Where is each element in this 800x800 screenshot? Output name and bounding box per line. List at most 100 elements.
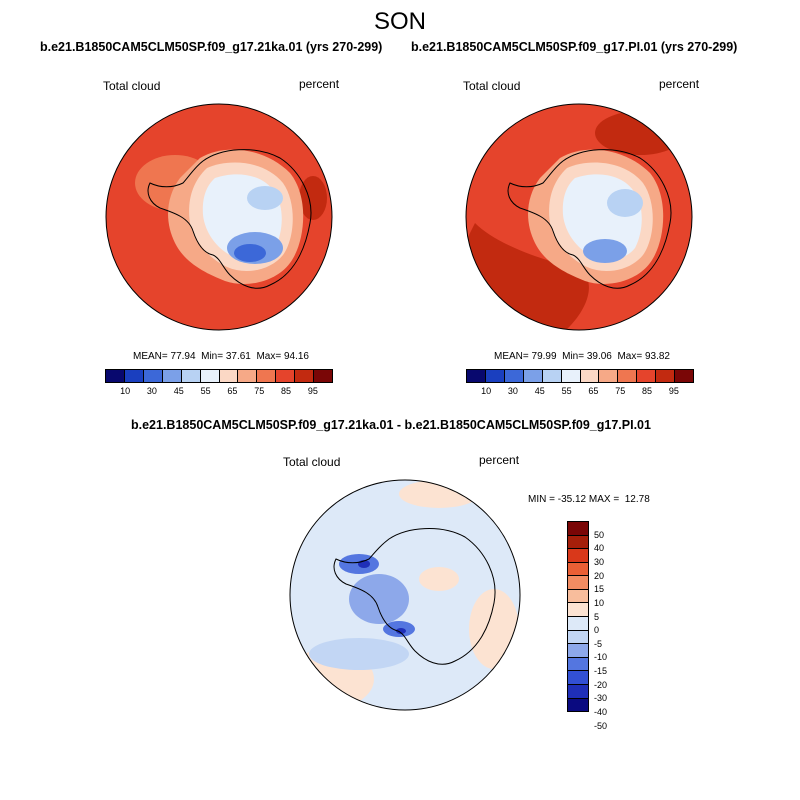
colorbar-tick-label: -20 xyxy=(594,679,608,690)
colorbar-tick-label: 95 xyxy=(307,386,318,396)
panel-diff-units-label: percent xyxy=(479,453,520,467)
max-label: MAX = xyxy=(588,494,620,505)
colorbar-swatch xyxy=(568,534,588,549)
panel-diff-variable-label: Total cloud xyxy=(283,455,341,469)
colorbar-swatch xyxy=(617,370,637,382)
colorbar-swatch xyxy=(674,370,694,382)
colorbar-tick-label: -5 xyxy=(594,638,603,649)
colorbar-tick-label: -30 xyxy=(594,693,608,704)
colorbar-tick-label: 30 xyxy=(507,386,518,396)
antarctica-coastline xyxy=(507,149,672,289)
panel-pi-title: b.e21.B1850CAM5CLM50SP.f09_g17.PI.01 (yr… xyxy=(411,40,738,54)
max-value: 94.16 xyxy=(283,351,309,362)
colorbar-swatch xyxy=(568,522,588,535)
low-cloud-east xyxy=(607,189,643,217)
colorbar-swatch xyxy=(106,370,124,382)
antarctica-coastline xyxy=(147,149,312,289)
colorbar-tick-label: 50 xyxy=(594,529,605,540)
colorbar-swatch xyxy=(598,370,618,382)
colorbar-swatch xyxy=(199,370,219,382)
colorbar-swatch xyxy=(568,629,588,644)
colorbar-swatch xyxy=(484,370,504,382)
panel-pi-colorbar xyxy=(466,369,694,383)
colorbar-tick-label: -50 xyxy=(594,720,608,731)
max-label: Max= xyxy=(617,351,643,362)
diff-positive-interior xyxy=(419,567,459,591)
colorbar-swatch xyxy=(218,370,238,382)
panel-diff-stats: MIN = -35.12 MAX = 12.78 xyxy=(528,494,650,505)
colorbar-swatch xyxy=(579,370,599,382)
min-label: MIN = xyxy=(528,494,555,505)
colorbar-swatch xyxy=(180,370,200,382)
colorbar-swatch xyxy=(313,370,333,382)
colorbar-swatch xyxy=(568,548,588,562)
low-cloud-ross xyxy=(583,239,627,263)
mean-value: 77.94 xyxy=(170,351,196,362)
panel-diff-title: b.e21.B1850CAM5CLM50SP.f09_g17.21ka.01 -… xyxy=(131,418,651,432)
colorbar-swatch xyxy=(568,616,588,630)
panel-21ka-title: b.e21.B1850CAM5CLM50SP.f09_g17.21ka.01 (… xyxy=(40,40,383,54)
colorbar-swatch xyxy=(568,656,588,671)
mean-value: 79.99 xyxy=(531,351,557,362)
diff-negative-peninsula xyxy=(349,574,409,624)
colorbar-swatch xyxy=(568,697,588,712)
colorbar-swatch xyxy=(560,370,580,382)
colorbar-swatch xyxy=(568,643,588,657)
colorbar-tick-label: 10 xyxy=(594,597,605,608)
colorbar-tick-label: 20 xyxy=(594,570,605,581)
colorbar-tick-label: 30 xyxy=(594,556,605,567)
colorbar-tick-label: 85 xyxy=(642,386,653,396)
cloud-region-high xyxy=(299,176,327,220)
colorbar-swatch xyxy=(161,370,181,382)
panel-pi-variable-label: Total cloud xyxy=(463,79,521,93)
colorbar-swatch xyxy=(568,670,588,684)
colorbar-tick-label: 5 xyxy=(594,611,600,622)
colorbar-swatch xyxy=(541,370,561,382)
panel-pi-map xyxy=(465,103,693,331)
max-value: 93.82 xyxy=(644,351,670,362)
colorbar-tick-label: -40 xyxy=(594,707,608,717)
map-boundary xyxy=(465,103,693,331)
panel-pi-units-label: percent xyxy=(659,77,700,91)
colorbar-swatch xyxy=(568,575,588,589)
colorbar-swatch xyxy=(522,370,542,382)
map-boundary xyxy=(289,479,521,711)
panel-21ka-map xyxy=(105,103,333,331)
colorbar-tick-label: 85 xyxy=(281,386,292,396)
colorbar-tick-label: 65 xyxy=(588,386,599,396)
colorbar-swatch xyxy=(655,370,675,382)
low-cloud-east xyxy=(247,186,283,210)
lowest-cloud-ross xyxy=(234,244,266,262)
min-label: Min= xyxy=(201,351,224,362)
colorbar-tick-label: 65 xyxy=(227,386,238,396)
panel-21ka-stats: MEAN= 77.94 Min= 37.61 Max= 94.16 xyxy=(133,351,309,362)
colorbar-tick-label: 30 xyxy=(146,386,157,396)
colorbar-tick-label: 45 xyxy=(534,386,545,396)
colorbar-swatch xyxy=(256,370,276,382)
diff-positive-north xyxy=(399,480,479,508)
colorbar-tick-label: 55 xyxy=(200,386,211,396)
mean-label: MEAN= xyxy=(133,351,168,362)
max-value: 12.78 xyxy=(624,494,650,505)
cloud-region-high-north xyxy=(595,111,685,155)
colorbar-swatch xyxy=(503,370,523,382)
colorbar-tick-label: 55 xyxy=(561,386,572,396)
colorbar-swatch xyxy=(636,370,656,382)
colorbar-tick-label: 75 xyxy=(254,386,265,396)
panel-pi-stats: MEAN= 79.99 Min= 39.06 Max= 93.82 xyxy=(494,351,670,362)
panel-diff-colorbar xyxy=(567,521,589,712)
colorbar-tick-label: 75 xyxy=(615,386,626,396)
max-label: Max= xyxy=(256,351,282,362)
colorbar-swatch xyxy=(467,370,485,382)
panel-diff-map xyxy=(289,479,521,711)
min-value: -35.12 xyxy=(557,494,587,505)
colorbar-tick-label: 45 xyxy=(173,386,184,396)
min-value: 37.61 xyxy=(225,351,251,362)
panel-21ka-colorbar xyxy=(105,369,333,383)
colorbar-tick-label: 15 xyxy=(594,584,605,595)
min-value: 39.06 xyxy=(586,351,612,362)
colorbar-swatch xyxy=(568,683,588,698)
colorbar-tick-label: 10 xyxy=(120,386,131,396)
colorbar-swatch xyxy=(142,370,162,382)
panel-21ka-variable-label: Total cloud xyxy=(103,79,161,93)
